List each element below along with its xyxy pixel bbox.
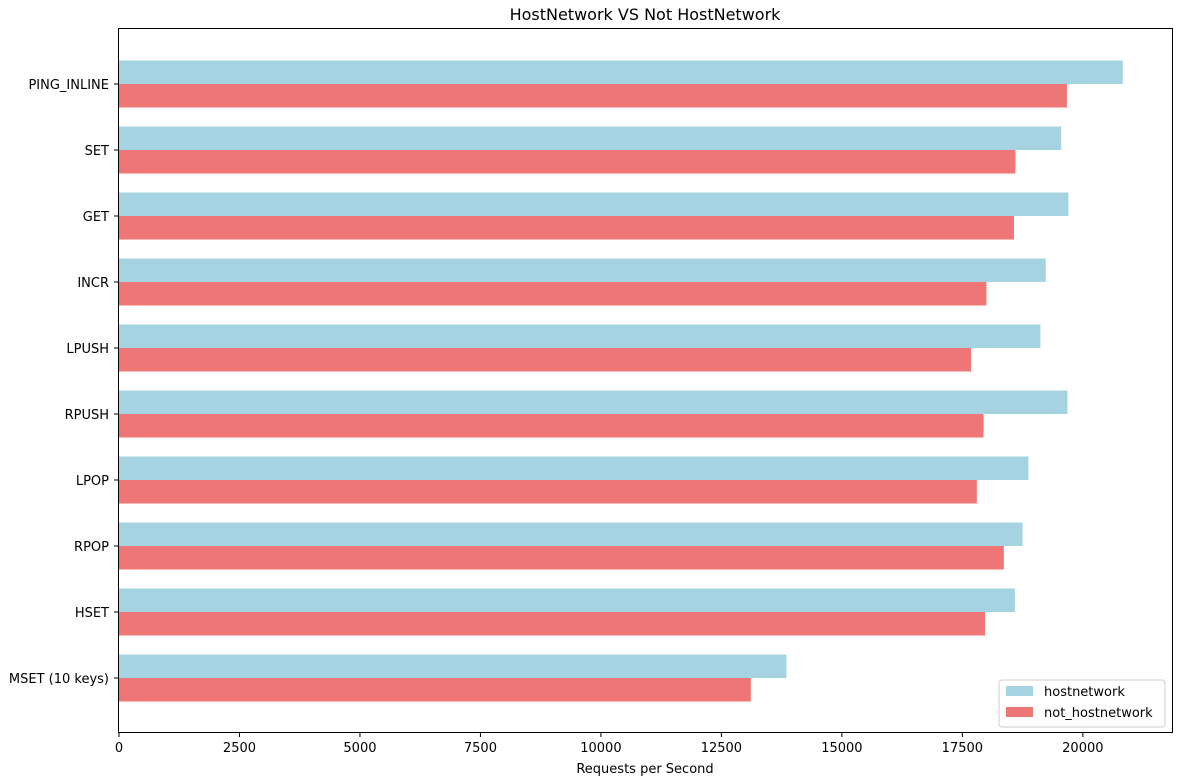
x-tick-label: 5000 [343, 741, 376, 756]
chart-title: HostNetwork VS Not HostNetwork [510, 5, 782, 24]
y-tick-label: PING_INLINE [28, 78, 109, 93]
bars-group [119, 60, 1123, 702]
bar-hostnetwork-7 [119, 522, 1023, 546]
plot-frame [118, 28, 1173, 733]
y-tick-label: HSET [75, 606, 109, 621]
bar-hostnetwork-3 [119, 258, 1046, 282]
bar-not_hostnetwork-3 [119, 282, 987, 306]
bar-not_hostnetwork-7 [119, 546, 1004, 570]
bar-hostnetwork-9 [119, 654, 787, 678]
legend: hostnetwork not_hostnetwork [998, 679, 1166, 728]
bar-hostnetwork-8 [119, 588, 1015, 612]
y-tick-label: RPOP [74, 540, 109, 555]
x-tick-label: 7500 [464, 741, 497, 756]
y-tick-label: SET [85, 144, 109, 159]
bar-hostnetwork-1 [119, 126, 1062, 150]
y-tick-label: LPOP [76, 474, 109, 489]
legend-box [998, 679, 1166, 728]
x-tick-label: 10000 [580, 741, 621, 756]
y-tick-label: RPUSH [65, 408, 109, 423]
y-tick-label: GET [83, 210, 109, 225]
bar-not_hostnetwork-2 [119, 216, 1014, 240]
bar-hostnetwork-2 [119, 192, 1069, 216]
bar-hostnetwork-0 [119, 60, 1123, 84]
legend-label-hostnetwork: hostnetwork [1044, 685, 1125, 700]
bar-not_hostnetwork-1 [119, 150, 1016, 174]
x-tick-label: 0 [115, 741, 123, 756]
x-axis: 0 2500 5000 7500 10000 12500 15000 17500 20000 [115, 732, 1104, 756]
legend-swatch-hostnetwork [1006, 686, 1033, 696]
y-axis: PING_INLINE SET GET INCR LPUSH RPUSH LPOP RPOP H… [9, 78, 119, 687]
y-tick-label: INCR [77, 276, 109, 291]
x-axis-label: Requests per Second [576, 762, 713, 777]
bar-hostnetwork-6 [119, 456, 1029, 480]
bar-not_hostnetwork-5 [119, 414, 984, 438]
x-tick-label: 12500 [701, 741, 742, 756]
bar-hostnetwork-5 [119, 390, 1068, 414]
x-tick-label: 20000 [1062, 741, 1103, 756]
bar-hostnetwork-4 [119, 324, 1041, 348]
bar-not_hostnetwork-6 [119, 480, 977, 504]
bar-not_hostnetwork-9 [119, 678, 751, 702]
legend-label-not_hostnetwork: not_hostnetwork [1044, 706, 1153, 721]
bar-not_hostnetwork-0 [119, 84, 1067, 108]
bar-not_hostnetwork-4 [119, 348, 972, 372]
legend-swatch-not_hostnetwork [1006, 707, 1033, 717]
bar-not_hostnetwork-8 [119, 612, 986, 636]
y-tick-label: MSET (10 keys) [9, 672, 109, 687]
x-tick-label: 17500 [942, 741, 983, 756]
x-tick-label: 15000 [821, 741, 862, 756]
x-tick-label: 2500 [223, 741, 256, 756]
y-tick-label: LPUSH [66, 342, 109, 357]
